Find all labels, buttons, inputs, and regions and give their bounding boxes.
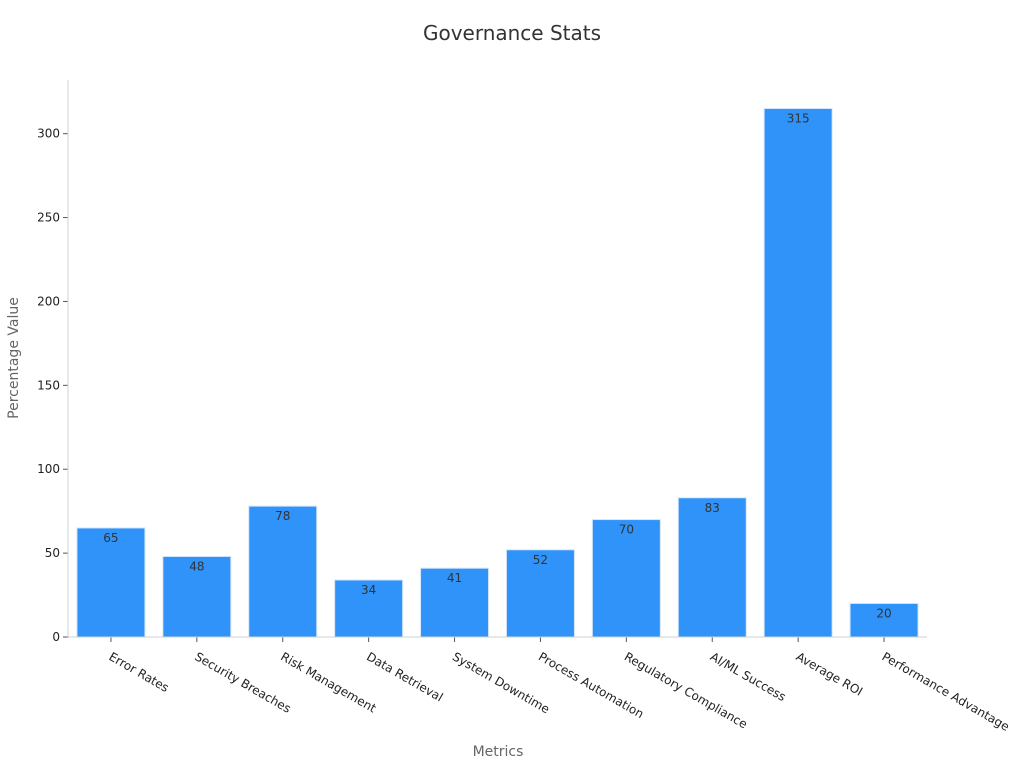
- bar-value-label: 34: [361, 583, 376, 597]
- x-tick-label: AI/ML Success: [708, 649, 789, 704]
- x-tick-label: Average ROI: [794, 649, 865, 698]
- bar: [763, 108, 833, 638]
- bar-value-label: 70: [619, 523, 634, 537]
- y-tick-label: 300: [37, 127, 60, 141]
- y-tick-label: 200: [37, 294, 60, 308]
- bar-value-label: 41: [447, 571, 462, 585]
- chart-title: Governance Stats: [423, 21, 601, 45]
- y-axis-label: Percentage Value: [6, 297, 22, 419]
- bar-value-label: 48: [189, 559, 204, 573]
- bar-value-label: 315: [787, 112, 810, 126]
- x-tick-label: Risk Management: [278, 649, 379, 715]
- bar: [334, 579, 404, 638]
- y-axis-ticks: 0 50 100 150 200 250 300: [37, 127, 68, 644]
- bar: [420, 567, 490, 638]
- bar: [591, 519, 661, 638]
- y-tick-label: 100: [37, 462, 60, 476]
- bar-value-label: 78: [275, 509, 290, 523]
- x-axis-label: Metrics: [473, 744, 524, 760]
- x-tick-label: Error Rates: [106, 649, 171, 695]
- bar: [248, 505, 318, 638]
- x-tick-label: Performance Advantage: [880, 649, 1012, 733]
- y-tick-label: 50: [45, 546, 60, 560]
- bar-series: 65 48 78 34 41 52 70 83 315 20: [76, 108, 919, 638]
- bar: [849, 602, 919, 638]
- bar: [677, 497, 747, 638]
- bar-value-label: 20: [876, 606, 891, 620]
- x-tick-label: Data Retrieval: [364, 649, 445, 704]
- bar: [162, 555, 232, 638]
- x-tick-label: Security Breaches: [192, 649, 293, 715]
- y-tick-label: 250: [37, 211, 60, 225]
- bar-value-label: 52: [533, 553, 548, 567]
- y-tick-label: 0: [52, 630, 60, 644]
- bar-value-label: 83: [705, 501, 720, 515]
- y-tick-label: 150: [37, 378, 60, 392]
- bar: [505, 549, 575, 638]
- bar-value-label: 65: [103, 531, 118, 545]
